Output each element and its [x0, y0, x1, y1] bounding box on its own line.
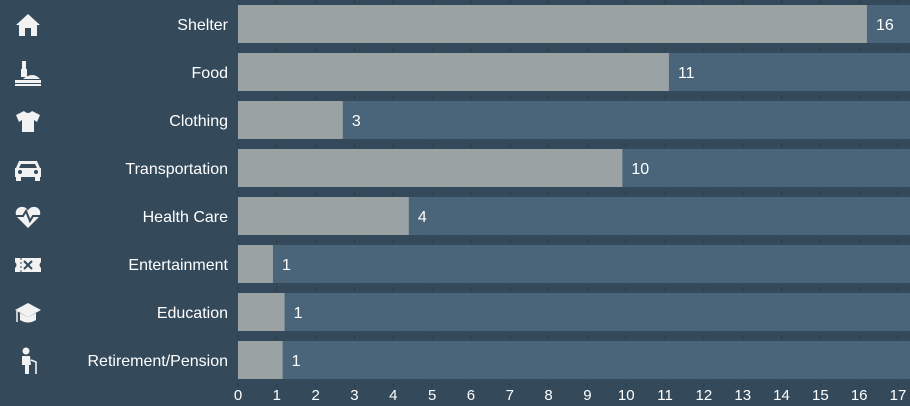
x-tick-label: 10 [618, 387, 635, 404]
shirt-icon [16, 111, 40, 132]
value-label: 1 [294, 305, 303, 322]
x-tick-label: 1 [273, 387, 281, 404]
x-tick-label: 12 [696, 387, 713, 404]
bar-track [238, 341, 910, 379]
car-icon [15, 161, 41, 181]
bar [238, 5, 867, 43]
category-label: Education [157, 305, 228, 322]
value-label: 1 [282, 257, 291, 274]
bar [238, 149, 623, 187]
value-label: 3 [352, 113, 361, 130]
category-label: Food [192, 65, 228, 82]
x-tick-label: 14 [773, 387, 790, 404]
x-tick-label: 5 [428, 387, 436, 404]
value-label: 1 [292, 353, 301, 370]
heart-pulse-icon [15, 206, 41, 228]
value-label: 16 [876, 17, 894, 34]
x-tick-label: 0 [234, 387, 242, 404]
category-label: Transportation [125, 161, 228, 178]
x-tick-label: 9 [583, 387, 591, 404]
bar [238, 101, 343, 139]
bar [238, 293, 285, 331]
category-label: Shelter [177, 17, 228, 34]
x-tick-label: 11 [657, 387, 673, 404]
category-label: Entertainment [128, 257, 228, 274]
x-tick-label: 2 [311, 387, 319, 404]
x-tick-label: 6 [467, 387, 475, 404]
elderly-person-icon [22, 347, 37, 374]
x-tick-label: 13 [734, 387, 751, 404]
ticket-icon [15, 258, 41, 272]
bar-track [238, 245, 910, 283]
bar [238, 341, 283, 379]
bar-track [238, 101, 910, 139]
x-tick-label: 15 [812, 387, 829, 404]
x-tick-label: 7 [506, 387, 514, 404]
x-tick-label: 17 [890, 387, 907, 404]
value-label: 11 [678, 65, 695, 82]
x-tick-label: 3 [350, 387, 358, 404]
category-label: Health Care [143, 209, 228, 226]
bar [238, 197, 409, 235]
food-icon [15, 61, 41, 86]
bar [238, 245, 273, 283]
x-tick-label: 16 [851, 387, 868, 404]
x-tick-label: 4 [389, 387, 397, 404]
category-label: Retirement/Pension [87, 353, 228, 370]
graduation-cap-icon [15, 303, 41, 323]
value-label: 10 [631, 161, 649, 178]
category-label: Clothing [169, 113, 228, 130]
x-tick-label: 8 [544, 387, 552, 404]
bar [238, 53, 669, 91]
value-label: 4 [418, 209, 427, 226]
bar-track [238, 293, 910, 331]
house-icon [16, 14, 40, 36]
